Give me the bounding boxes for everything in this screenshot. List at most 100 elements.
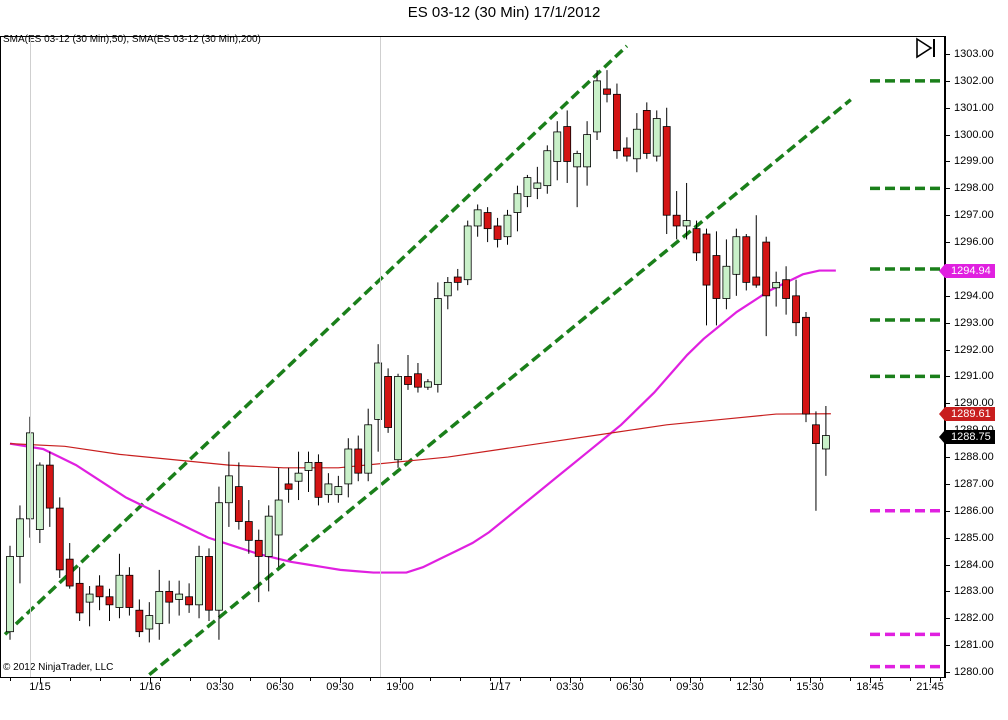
candle-body <box>304 462 313 471</box>
y-tick-label: 1291.00 <box>954 370 994 383</box>
y-tick <box>946 537 950 539</box>
y-tick-label: 1282.00 <box>954 612 994 625</box>
y-tick <box>946 215 950 217</box>
y-tick <box>946 80 950 82</box>
candle-body <box>613 93 621 152</box>
x-minor-tick <box>460 678 461 681</box>
candle-body <box>692 228 701 254</box>
y-tick-label: 1296.00 <box>954 236 994 249</box>
candle-body <box>433 298 442 385</box>
y-tick-label: 1300.00 <box>954 128 994 141</box>
candle-body <box>105 596 114 606</box>
x-minor-tick <box>190 678 191 681</box>
candle-body <box>274 499 283 536</box>
x-minor-tick <box>70 678 71 681</box>
candle-body <box>185 596 194 606</box>
x-tick-label: 06:30 <box>616 681 644 693</box>
y-tick-label: 1297.00 <box>954 209 994 222</box>
y-tick-label: 1292.00 <box>954 343 994 356</box>
y-tick <box>946 510 950 512</box>
candle-body <box>652 118 661 157</box>
x-minor-tick <box>370 678 371 681</box>
x-tick-label: 09:30 <box>326 681 354 693</box>
candle-body <box>593 80 601 133</box>
candle-body <box>503 214 512 238</box>
y-tick <box>946 483 950 485</box>
candle-body <box>423 381 432 388</box>
x-minor-tick <box>130 678 131 681</box>
y-tick <box>946 322 950 324</box>
y-tick <box>946 672 950 673</box>
candle-body <box>792 295 800 324</box>
y-tick-label: 1303.00 <box>954 48 994 60</box>
candle-body <box>364 424 373 474</box>
candle-body <box>802 316 810 415</box>
candle-body <box>513 193 522 213</box>
x-minor-tick <box>160 678 161 681</box>
candle-body <box>294 472 303 482</box>
candle-body <box>762 241 771 297</box>
y-tick-label: 1294.00 <box>954 289 994 302</box>
price-marker: 1288.75 <box>939 429 995 444</box>
skip-to-end-icon[interactable] <box>914 37 940 59</box>
y-tick-label: 1281.00 <box>954 639 994 652</box>
candle-body <box>742 236 751 283</box>
candle-body <box>672 214 681 227</box>
x-tick-label: 1/15 <box>29 681 51 693</box>
candle-body <box>722 265 731 299</box>
y-tick-label: 1287.00 <box>954 477 994 490</box>
x-tick-label: 15:30 <box>796 681 824 693</box>
candle-body <box>702 233 711 286</box>
x-minor-tick <box>250 678 251 681</box>
y-tick <box>946 188 950 190</box>
candle-body <box>732 236 741 275</box>
candle-body <box>772 281 781 289</box>
price-marker: 1294.94 <box>939 263 995 278</box>
sma-50-line <box>9 269 836 574</box>
y-tick <box>946 645 950 647</box>
x-tick <box>500 678 501 683</box>
y-tick-label: 1285.00 <box>954 531 994 544</box>
x-minor-tick <box>760 678 761 681</box>
candle-body <box>384 376 393 428</box>
y-tick-label: 1280.00 <box>954 666 994 678</box>
x-tick <box>930 678 931 683</box>
y-tick <box>946 564 950 566</box>
x-minor-tick <box>850 678 851 681</box>
x-tick <box>280 678 281 683</box>
candle-body <box>573 153 582 168</box>
x-tick <box>750 678 751 683</box>
candle-body <box>175 593 184 600</box>
candle-body <box>25 432 34 520</box>
candle-body <box>553 131 562 162</box>
candle-body <box>344 448 353 485</box>
candle-body <box>752 276 761 286</box>
trend-line <box>148 98 852 677</box>
y-tick-label: 1290.00 <box>954 397 994 410</box>
x-tick-label: 06:30 <box>266 681 294 693</box>
x-minor-tick <box>430 678 431 681</box>
trend-line <box>3 44 629 636</box>
x-minor-tick <box>700 678 701 681</box>
x-tick-label: 1/16 <box>139 681 161 693</box>
y-tick <box>946 54 950 55</box>
x-tick-label: 03:30 <box>556 681 584 693</box>
session-separator <box>30 37 31 677</box>
candle-body <box>414 373 422 388</box>
candle-body <box>155 590 164 625</box>
candle-body <box>314 462 323 498</box>
y-tick-label: 1301.00 <box>954 101 994 114</box>
plot-area[interactable] <box>0 36 945 678</box>
candle-body <box>533 182 542 189</box>
candle-body <box>563 126 572 162</box>
candle-body <box>603 88 611 95</box>
candle-body <box>453 276 462 283</box>
x-tick <box>220 678 221 683</box>
y-tick <box>946 134 950 136</box>
candle-body <box>822 435 830 450</box>
x-tick <box>340 678 341 683</box>
y-tick-label: 1298.00 <box>954 182 994 195</box>
candle-body <box>55 507 64 571</box>
session-separator <box>380 37 381 677</box>
candle-body <box>244 521 253 541</box>
